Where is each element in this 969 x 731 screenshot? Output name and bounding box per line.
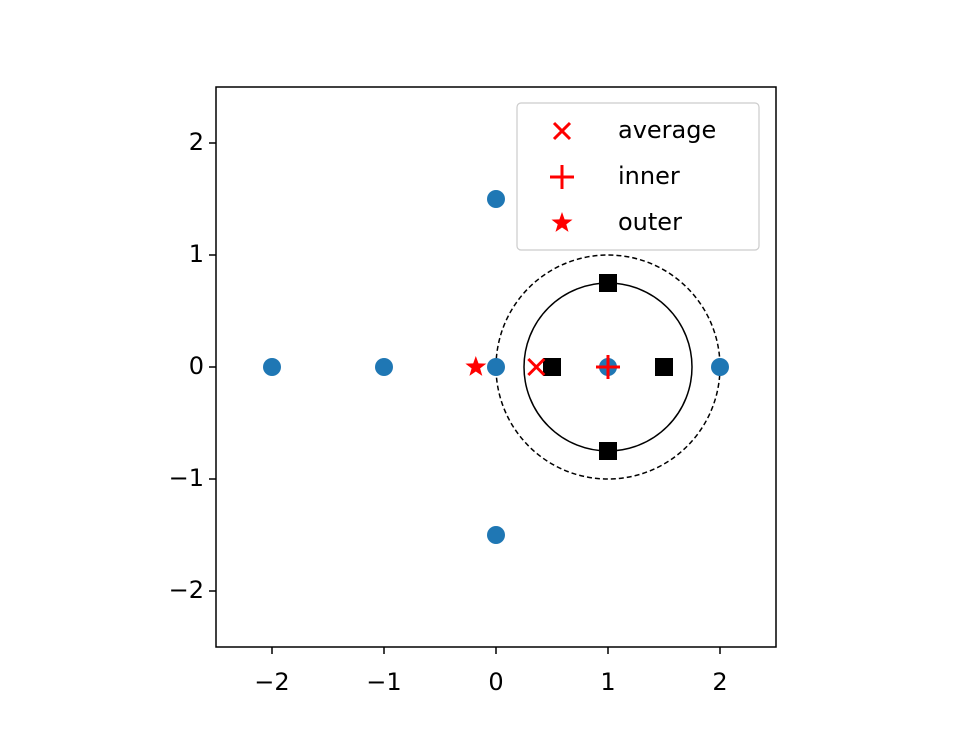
legend-label: outer [618, 208, 682, 236]
y-tick-label: 2 [189, 128, 204, 156]
point [487, 358, 505, 376]
point [596, 355, 620, 379]
x-tick-label: 2 [712, 668, 727, 696]
y-tick-label: 0 [189, 352, 204, 380]
x-tick-label: 1 [600, 668, 615, 696]
legend-box [516, 102, 760, 251]
legend-marker [552, 121, 572, 141]
point [487, 190, 505, 208]
y-tick-label: −1 [169, 464, 204, 492]
legend-label: inner [618, 162, 680, 190]
x-tick-label: 0 [488, 668, 503, 696]
point [527, 357, 546, 377]
legend-label: average [618, 116, 716, 144]
point [543, 358, 561, 376]
y-tick-label: −2 [169, 576, 204, 604]
point [487, 526, 505, 544]
point [375, 358, 393, 376]
point [599, 442, 617, 460]
point [711, 358, 729, 376]
legend-marker [550, 165, 574, 189]
point [263, 358, 281, 376]
legend-marker [551, 212, 573, 232]
point [655, 358, 673, 376]
y-tick-label: 1 [189, 240, 204, 268]
point [599, 274, 617, 292]
point [465, 356, 487, 376]
x-tick-label: −1 [366, 668, 401, 696]
x-tick-label: −2 [254, 668, 289, 696]
